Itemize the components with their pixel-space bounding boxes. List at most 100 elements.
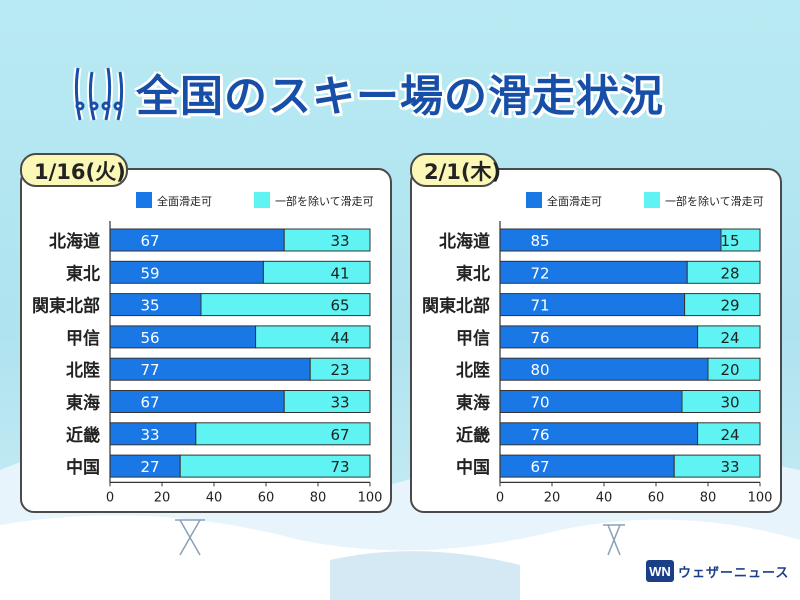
x-tick-label: 100	[358, 490, 383, 505]
bar-partial	[707, 357, 761, 381]
data-label-full: 56	[140, 329, 159, 347]
category-label: 東北	[456, 263, 490, 284]
bar-partial	[681, 390, 761, 413]
x-tick-label: 40	[596, 490, 613, 505]
data-label-full: 67	[140, 394, 159, 412]
data-label-partial: 24	[720, 426, 739, 444]
x-tick-label: 60	[648, 490, 665, 505]
data-label-partial: 44	[330, 329, 349, 347]
category-label: 近畿	[66, 425, 100, 446]
ski-lift-right	[603, 524, 625, 556]
bar-full	[499, 454, 675, 478]
weathernews-mark-icon: WN	[646, 560, 674, 582]
category-label: 北海道	[439, 231, 490, 252]
category-label: 関東北部	[32, 296, 100, 317]
data-label-partial: 33	[330, 232, 349, 250]
bar-partial	[283, 228, 371, 252]
data-label-full: 80	[530, 361, 549, 379]
category-label: 甲信	[66, 328, 100, 349]
data-label-partial: 33	[720, 458, 739, 476]
legend: 全面滑走可 一部を除いて滑走可	[526, 192, 764, 208]
title-area: 全国のスキー場の滑走状況	[70, 58, 664, 128]
category-label: 東北	[66, 263, 100, 284]
bar-full	[499, 260, 688, 284]
svg-text:WN: WN	[649, 564, 671, 579]
category-label: 関東北部	[422, 296, 490, 317]
bar-full	[499, 293, 686, 317]
category-label: 近畿	[456, 425, 490, 446]
bar-partial	[200, 293, 371, 317]
bar-full	[499, 390, 683, 413]
bar-partial	[673, 454, 761, 478]
category-label: 北陸	[66, 360, 100, 381]
data-label-full: 76	[530, 426, 549, 444]
legend-label-partial: 一部を除いて滑走可	[275, 194, 374, 208]
page-title: 全国のスキー場の滑走状況	[136, 72, 664, 122]
ski-lift-left	[175, 519, 205, 556]
category-label: 甲信	[456, 328, 490, 349]
category-label: 中国	[456, 457, 490, 478]
legend-label-partial: 一部を除いて滑走可	[665, 194, 764, 208]
data-label-full: 67	[530, 458, 549, 476]
legend-label-full: 全面滑走可	[157, 194, 212, 208]
category-label: 東海	[456, 393, 490, 414]
data-label-partial: 20	[720, 361, 739, 379]
weathernews-logo: WN ウェザーニュース	[646, 560, 789, 582]
data-label-partial: 73	[330, 458, 349, 476]
x-tick-label: 20	[154, 490, 171, 505]
legend-swatch-partial	[644, 192, 660, 208]
ski-icon	[72, 67, 126, 121]
bar-partial	[720, 228, 761, 252]
data-label-partial: 30	[720, 394, 739, 412]
data-label-full: 67	[140, 232, 159, 250]
data-label-partial: 67	[330, 426, 349, 444]
bar-partial	[195, 422, 371, 446]
x-tick-label: 80	[700, 490, 717, 505]
data-label-partial: 41	[330, 264, 349, 282]
data-label-partial: 15	[720, 232, 739, 250]
data-label-full: 35	[140, 297, 159, 315]
bar-partial	[309, 357, 371, 381]
bar-partial	[262, 260, 371, 284]
legend-swatch-full	[136, 192, 152, 208]
category-label: 中国	[66, 457, 100, 478]
data-label-full: 70	[530, 394, 549, 412]
x-tick-label: 0	[496, 490, 504, 505]
data-label-full: 76	[530, 329, 549, 347]
data-label-partial: 24	[720, 329, 739, 347]
legend-label-full: 全面滑走可	[547, 194, 602, 208]
data-label-full: 71	[530, 297, 549, 315]
bar-partial	[255, 325, 371, 349]
data-label-partial: 29	[720, 297, 739, 315]
data-label-partial: 28	[720, 264, 739, 282]
legend: 全面滑走可 一部を除いて滑走可	[136, 192, 374, 208]
data-label-full: 59	[140, 264, 159, 282]
x-tick-label: 40	[206, 490, 223, 505]
data-label-full: 77	[140, 361, 159, 379]
legend-swatch-partial	[254, 192, 270, 208]
data-label-partial: 65	[330, 297, 349, 315]
data-label-full: 85	[530, 232, 549, 250]
data-label-partial: 23	[330, 361, 349, 379]
category-label: 北海道	[49, 231, 100, 252]
bar-partial	[283, 390, 371, 413]
x-tick-label: 0	[106, 490, 114, 505]
brand-name: ウェザーニュース	[678, 565, 790, 581]
x-tick-label: 80	[310, 490, 327, 505]
x-tick-label: 20	[544, 490, 561, 505]
data-label-partial: 33	[330, 394, 349, 412]
data-label-full: 72	[530, 264, 549, 282]
category-label: 北陸	[456, 360, 490, 381]
date-label-right: 2/1(木)	[410, 153, 501, 187]
legend-swatch-full	[526, 192, 542, 208]
data-label-full: 33	[140, 426, 159, 444]
data-label-full: 27	[140, 458, 159, 476]
snow-shadow	[330, 551, 520, 600]
bar-partial	[697, 325, 761, 349]
category-label: 東海	[66, 393, 100, 414]
date-label-left: 1/16(火)	[20, 153, 128, 187]
bar-partial	[684, 293, 761, 317]
bar-partial	[179, 454, 371, 478]
